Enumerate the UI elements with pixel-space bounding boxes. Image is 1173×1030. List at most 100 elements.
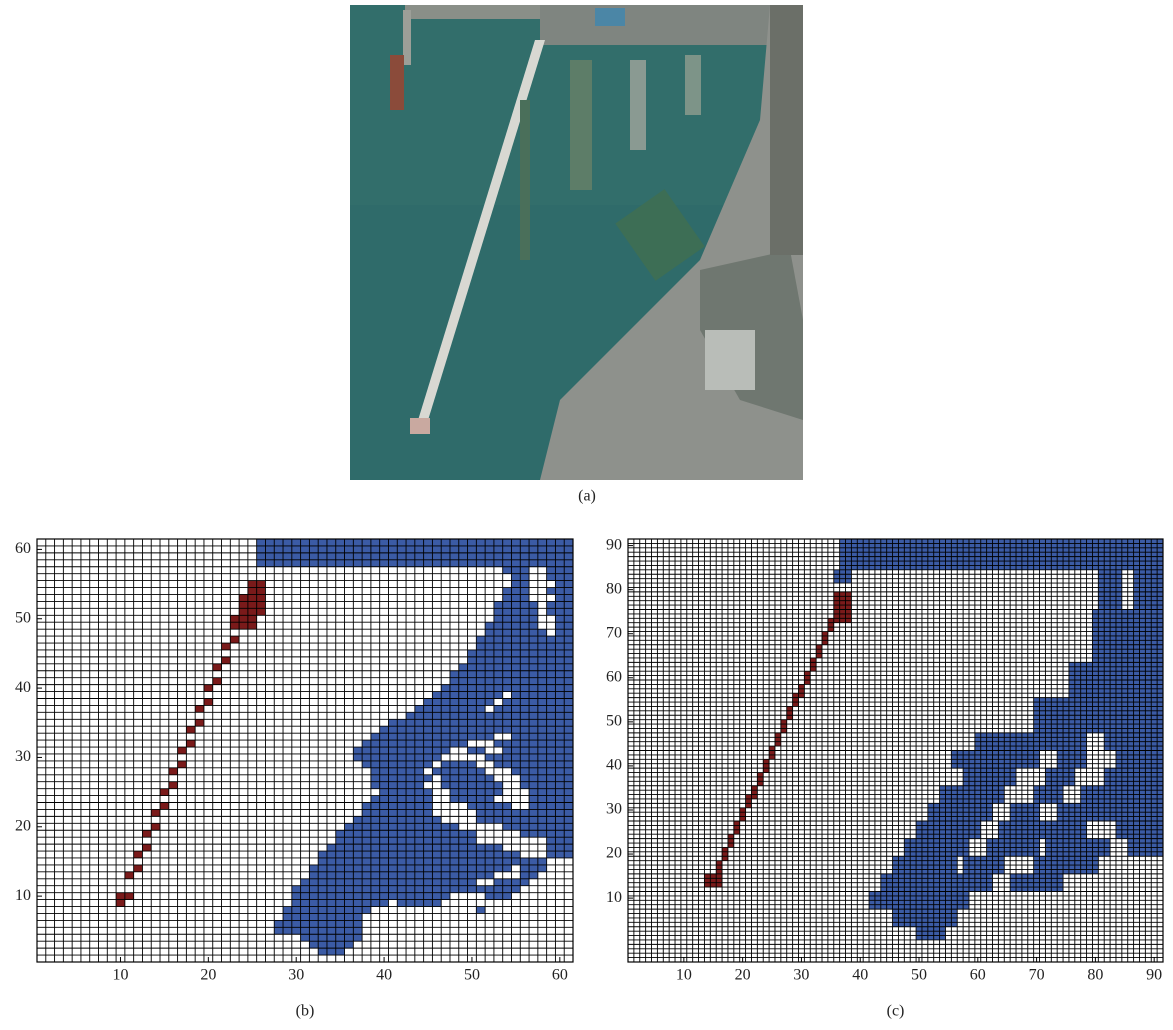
path-cells: [186, 726, 195, 733]
obstacle-cells: [494, 740, 573, 747]
obstacle-cells: [485, 893, 511, 900]
obstacle-cells: [520, 865, 546, 872]
caption: (a): [578, 488, 596, 505]
path-cells: [222, 643, 231, 650]
path-cells: [740, 808, 746, 821]
path-cells: [134, 865, 143, 872]
x-tick-label: 10: [112, 967, 128, 984]
obstacle-cells: [494, 705, 573, 712]
path-cells: [239, 594, 265, 615]
x-tick-label: 70: [1029, 967, 1045, 984]
obstacle-cells: [503, 567, 529, 574]
y-tick-label: 90: [606, 536, 622, 553]
path-cells: [213, 664, 222, 671]
path-cells: [757, 773, 763, 786]
obstacle-cells: [309, 872, 494, 879]
path-cells: [751, 786, 757, 799]
aerial-image: [350, 5, 803, 480]
path-cells: [734, 821, 740, 834]
x-tick-label: 40: [376, 967, 392, 984]
path-cells: [125, 893, 134, 900]
y-tick-label: 80: [606, 580, 622, 597]
x-tick-label: 80: [1087, 967, 1103, 984]
obstacle-cells: [441, 685, 573, 692]
x-tick-label: 60: [970, 967, 986, 984]
obstacle-cells: [450, 796, 494, 803]
x-tick-label: 10: [676, 967, 692, 984]
y-tick-label: 50: [606, 713, 622, 730]
obstacle-cells: [388, 719, 573, 726]
path-cells: [230, 636, 239, 643]
path-cells: [798, 684, 804, 697]
path-cells: [125, 872, 134, 879]
x-tick-label: 20: [200, 967, 216, 984]
path-cells: [169, 782, 178, 789]
x-tick-label: 50: [911, 967, 927, 984]
path-cells: [195, 719, 204, 726]
obstacle-cells: [292, 900, 389, 907]
path-cells: [793, 693, 799, 706]
x-tick-label: 30: [793, 967, 809, 984]
y-tick-label: 50: [15, 609, 31, 626]
y-tick-label: 20: [606, 845, 622, 862]
obstacle-cells: [529, 789, 573, 810]
obstacle-cells: [476, 907, 485, 914]
obstacle-cells: [547, 574, 573, 581]
path-cells: [816, 645, 822, 658]
obstacle-cells: [547, 588, 573, 595]
obstacle-cells: [468, 803, 512, 810]
x-tick-label: 60: [552, 967, 568, 984]
y-tick-label: 30: [606, 801, 622, 818]
path-cells: [195, 705, 204, 712]
x-tick-label: 30: [288, 967, 304, 984]
caption: (b): [296, 1003, 315, 1020]
path-cells: [151, 809, 160, 816]
path-cells: [160, 789, 169, 796]
y-tick-label: 70: [606, 624, 622, 641]
obstacle-cells: [283, 913, 362, 920]
path-cells: [151, 823, 160, 830]
path-cells: [781, 720, 787, 733]
obstacle-cells: [309, 865, 511, 872]
obstacle-cells: [547, 837, 573, 858]
x-tick-label: 40: [852, 967, 868, 984]
path-cells: [728, 834, 734, 847]
path-cells: [804, 671, 810, 684]
obstacle-cells: [318, 948, 344, 955]
path-cells: [142, 830, 151, 837]
path-cells: [704, 874, 722, 887]
path-cells: [828, 618, 834, 631]
y-tick-label: 40: [15, 679, 31, 696]
obstacle-cells: [547, 567, 573, 574]
y-tick-label: 60: [606, 668, 622, 685]
path-cells: [787, 706, 793, 719]
y-tick-label: 20: [15, 817, 31, 834]
path-cells: [763, 759, 769, 772]
obstacle-cells: [318, 851, 520, 858]
path-cells: [204, 698, 213, 705]
path-cells: [716, 861, 722, 874]
path-cells: [769, 746, 775, 759]
path-cells: [160, 803, 169, 810]
x-tick-label: 90: [1146, 967, 1162, 984]
obstacle-cells: [397, 900, 441, 907]
obstacle-cells: [494, 761, 573, 768]
path-cells: [186, 740, 195, 747]
path-cells: [204, 685, 213, 692]
x-tick-label: 50: [464, 967, 480, 984]
path-cells: [178, 747, 187, 754]
obstacle-cells: [406, 712, 573, 719]
y-tick-label: 30: [15, 748, 31, 765]
path-cells: [142, 844, 151, 851]
obstacle-cells: [353, 747, 450, 754]
x-tick-label: 20: [735, 967, 751, 984]
y-tick-label: 40: [606, 757, 622, 774]
path-cells: [178, 761, 187, 768]
path-cells: [746, 795, 752, 808]
path-cells: [775, 733, 781, 746]
obstacle-cells: [309, 941, 353, 948]
path-cells: [213, 678, 222, 685]
path-cells: [722, 847, 728, 860]
path-cells: [822, 632, 828, 645]
y-tick-label: 10: [606, 889, 622, 906]
